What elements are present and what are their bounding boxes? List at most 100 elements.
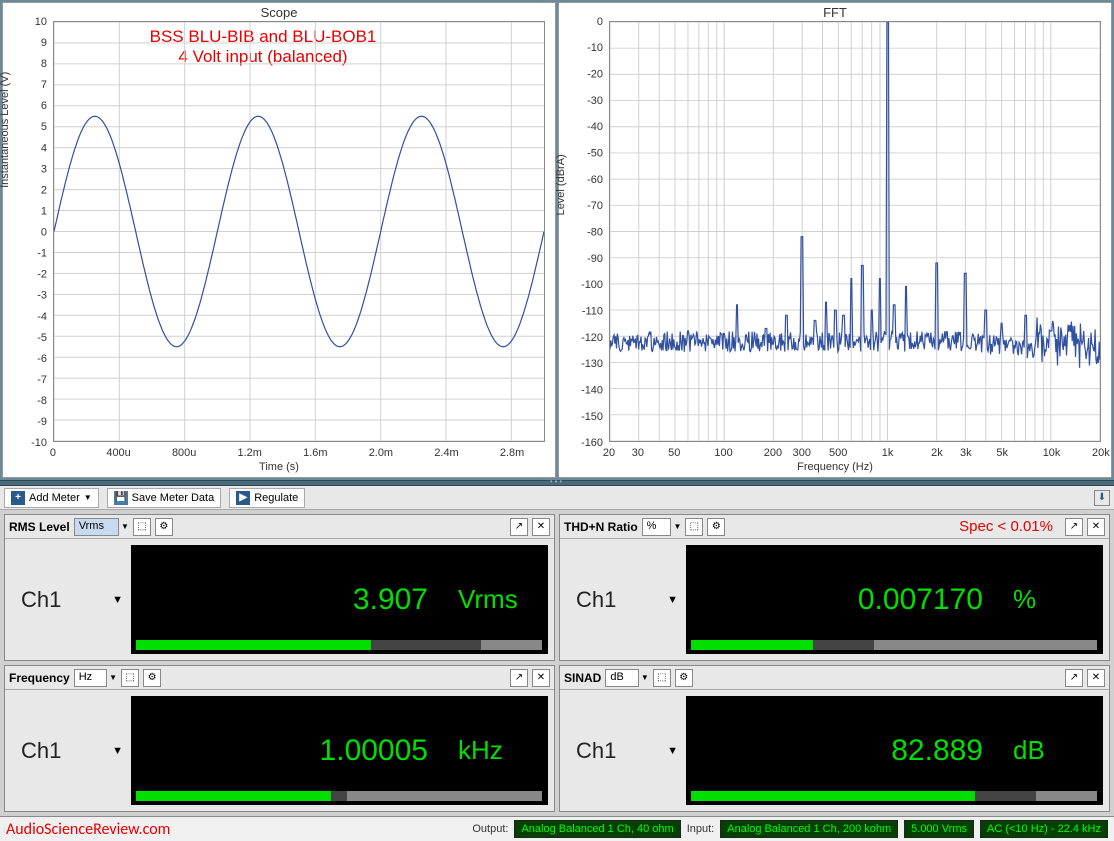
svg-text:-40: -40 <box>587 121 603 133</box>
svg-text:7: 7 <box>41 79 47 91</box>
rms-title: RMS Level <box>9 520 70 534</box>
thdn-unit: % <box>1013 584 1083 615</box>
add-meter-label: Add Meter <box>29 492 80 504</box>
svg-text:-7: -7 <box>37 374 47 386</box>
scope-title: Scope <box>3 3 555 22</box>
watermark: AudioScienceReview.com <box>6 820 170 839</box>
svg-text:-20: -20 <box>587 69 603 81</box>
svg-text:-4: -4 <box>37 311 47 323</box>
popout-icon[interactable]: ↗ <box>510 669 528 687</box>
dropdown-arrow-icon[interactable]: ▼ <box>121 522 129 531</box>
freq-readout: 1.00005 kHz <box>131 734 548 768</box>
svg-text:3: 3 <box>41 163 47 175</box>
sinad-bar <box>691 791 1097 801</box>
sinad-body: Ch1 ▼ 82.889 dB <box>566 696 1103 805</box>
svg-text:2: 2 <box>41 184 47 196</box>
dropdown-arrow-icon[interactable]: ▼ <box>109 673 117 682</box>
output-badge[interactable]: Analog Balanced 1 Ch, 40 ohm <box>514 820 680 838</box>
settings-icon[interactable]: ⬚ <box>685 518 703 536</box>
settings-icon[interactable]: ⬚ <box>121 669 139 687</box>
popout-icon[interactable]: ↗ <box>1065 518 1083 536</box>
svg-text:2.4m: 2.4m <box>434 447 458 459</box>
sinad-meter: SINAD dB ▼ ⬚ ⚙ ↗ ✕ Ch1 ▼ 82.889 dB <box>559 665 1110 812</box>
freq-unit-select[interactable]: Hz <box>74 669 107 687</box>
svg-text:-1: -1 <box>37 248 47 260</box>
dropdown-arrow-icon[interactable]: ▼ <box>641 673 649 682</box>
thdn-channel[interactable]: Ch1 ▼ <box>566 545 686 654</box>
svg-text:-9: -9 <box>37 416 47 428</box>
regulate-button[interactable]: ▶ Regulate <box>229 488 305 508</box>
regulate-label: Regulate <box>254 492 298 504</box>
gear-icon[interactable]: ⚙ <box>675 669 693 687</box>
horizontal-splitter[interactable] <box>0 480 1114 486</box>
settings-icon[interactable]: ⬚ <box>133 518 151 536</box>
svg-text:-80: -80 <box>587 227 603 239</box>
rms-channel[interactable]: Ch1 ▼ <box>11 545 131 654</box>
svg-text:-120: -120 <box>581 332 603 344</box>
sinad-title: SINAD <box>564 671 601 685</box>
svg-text:2.8m: 2.8m <box>500 447 524 459</box>
level-badge[interactable]: 5.000 Vrms <box>904 820 974 838</box>
thdn-value: 0.007170 <box>858 583 983 617</box>
thdn-title: THD+N Ratio <box>564 520 638 534</box>
input-label: Input: <box>687 823 715 835</box>
chevron-down-icon: ▼ <box>667 594 678 606</box>
scope-ylabel: Instantaneous Level (V) <box>0 72 11 188</box>
save-meter-label: Save Meter Data <box>132 492 215 504</box>
svg-text:500: 500 <box>829 447 847 459</box>
svg-text:1.2m: 1.2m <box>238 447 262 459</box>
close-icon[interactable]: ✕ <box>1087 518 1105 536</box>
gear-icon[interactable]: ⚙ <box>155 518 173 536</box>
svg-text:0: 0 <box>41 227 47 239</box>
settings-icon[interactable]: ⬚ <box>653 669 671 687</box>
freq-channel[interactable]: Ch1 ▼ <box>11 696 131 805</box>
play-icon: ▶ <box>236 491 250 505</box>
popout-icon[interactable]: ↗ <box>1065 669 1083 687</box>
svg-text:-50: -50 <box>587 148 603 160</box>
svg-text:30: 30 <box>632 447 644 459</box>
svg-text:20k: 20k <box>1092 447 1110 459</box>
bandwidth-badge[interactable]: AC (<10 Hz) - 22.4 kHz <box>980 820 1108 838</box>
freq-header: Frequency Hz ▼ ⬚ ⚙ ↗ ✕ <box>5 666 554 690</box>
svg-text:2.0m: 2.0m <box>369 447 393 459</box>
svg-text:10k: 10k <box>1043 447 1061 459</box>
channel-label: Ch1 <box>21 587 61 613</box>
svg-text:1: 1 <box>41 205 47 217</box>
svg-text:5: 5 <box>41 121 47 133</box>
svg-text:-130: -130 <box>581 358 603 370</box>
sinad-channel[interactable]: Ch1 ▼ <box>566 696 686 805</box>
dropdown-arrow-icon[interactable]: ▼ <box>673 522 681 531</box>
sinad-readout: 82.889 dB <box>686 734 1103 768</box>
download-icon[interactable]: ⬇ <box>1094 490 1110 506</box>
sinad-unit-select[interactable]: dB <box>605 669 638 687</box>
svg-text:0: 0 <box>50 447 56 459</box>
freq-value: 1.00005 <box>320 734 428 768</box>
svg-text:-10: -10 <box>31 437 47 449</box>
dropdown-arrow-icon: ▼ <box>84 493 92 502</box>
svg-text:1.6m: 1.6m <box>303 447 327 459</box>
svg-text:400u: 400u <box>106 447 130 459</box>
save-meter-data-button[interactable]: 💾 Save Meter Data <box>107 488 222 508</box>
gear-icon[interactable]: ⚙ <box>707 518 725 536</box>
svg-text:3k: 3k <box>960 447 972 459</box>
fft-panel: FFT Level (dBrA) Frequency (Hz) -160-150… <box>558 2 1112 478</box>
input-badge[interactable]: Analog Balanced 1 Ch, 200 kohm <box>720 820 898 838</box>
freq-title: Frequency <box>9 671 70 685</box>
popout-icon[interactable]: ↗ <box>510 518 528 536</box>
svg-text:50: 50 <box>668 447 680 459</box>
svg-text:-3: -3 <box>37 290 47 302</box>
svg-text:100: 100 <box>714 447 732 459</box>
freq-unit: kHz <box>458 735 528 766</box>
close-icon[interactable]: ✕ <box>1087 669 1105 687</box>
svg-text:1k: 1k <box>882 447 894 459</box>
thdn-unit-select[interactable]: % <box>642 518 672 536</box>
svg-text:800u: 800u <box>172 447 196 459</box>
fft-xlabel: Frequency (Hz) <box>797 461 873 473</box>
chevron-down-icon: ▼ <box>112 594 123 606</box>
rms-unit: Vrms <box>458 584 528 615</box>
gear-icon[interactable]: ⚙ <box>143 669 161 687</box>
close-icon[interactable]: ✕ <box>532 669 550 687</box>
close-icon[interactable]: ✕ <box>532 518 550 536</box>
rms-unit-select[interactable]: Vrms <box>74 518 119 536</box>
add-meter-button[interactable]: + Add Meter ▼ <box>4 488 99 508</box>
